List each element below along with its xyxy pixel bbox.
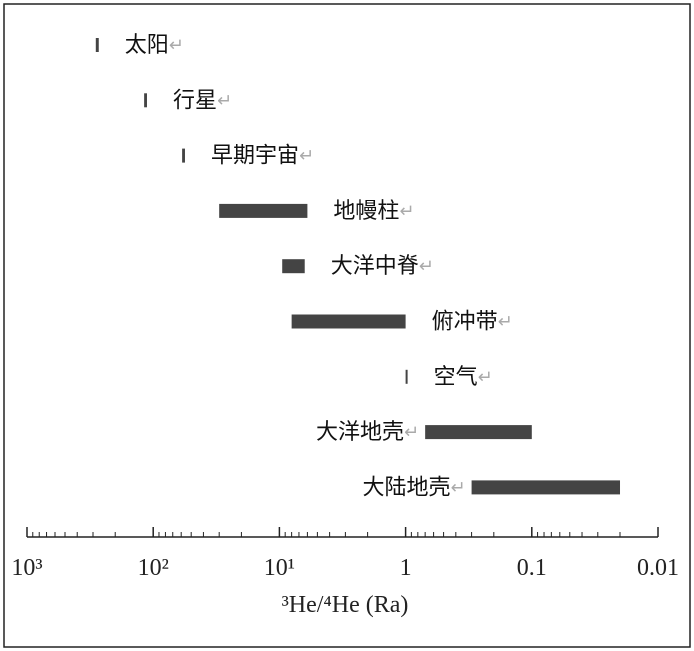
- x-tick-label: 10²: [138, 555, 169, 581]
- return-mark: ↵: [419, 256, 434, 277]
- category-name: 大洋地壳: [316, 420, 404, 445]
- frame: [3, 3, 691, 648]
- return-mark: ↵: [498, 312, 513, 333]
- category-name: 早期宇宙: [211, 144, 299, 169]
- x-tick-label: 0.1: [517, 555, 547, 581]
- category-label: 早期宇宙↵: [211, 144, 314, 169]
- category-label: 太阳↵: [125, 33, 184, 58]
- x-tick-label: 1: [400, 555, 412, 581]
- range-bar: [144, 93, 147, 108]
- range-bar: [405, 369, 408, 384]
- category-name: 大陆地壳: [362, 475, 450, 500]
- return-mark: ↵: [217, 90, 232, 111]
- range-bar: [282, 259, 305, 274]
- category-name: 大洋中脊: [331, 254, 419, 279]
- category-label: 空气↵: [434, 365, 493, 390]
- range-bar: [471, 480, 621, 495]
- x-tick-label: 0.01: [637, 555, 679, 581]
- return-mark: ↵: [299, 146, 314, 167]
- category-label: 俯冲带↵: [432, 310, 513, 335]
- category-name: 地幔柱: [333, 199, 399, 224]
- x-axis-label: ³He/⁴He (Ra): [282, 592, 409, 618]
- x-tick-label: 10¹: [264, 555, 295, 581]
- x-tick-label: 10³: [11, 555, 42, 581]
- category-name: 俯冲带: [432, 310, 498, 335]
- range-bar: [291, 314, 406, 329]
- category-label: 地幔柱↵: [333, 199, 414, 224]
- category-label: 大陆地壳↵: [362, 475, 465, 500]
- range-bar: [182, 148, 185, 163]
- category-name: 太阳: [125, 33, 169, 58]
- range-bar: [219, 203, 308, 218]
- category-name: 行星: [173, 88, 217, 113]
- category-label: 大洋中脊↵: [331, 254, 434, 279]
- category-label: 大洋地壳↵: [316, 420, 419, 445]
- range-bar: [95, 38, 99, 52]
- range-bar: [425, 425, 532, 440]
- return-mark: ↵: [450, 477, 465, 498]
- category-label: 行星↵: [173, 88, 232, 113]
- return-mark: ↵: [399, 201, 414, 222]
- return-mark: ↵: [404, 422, 419, 443]
- return-mark: ↵: [478, 367, 493, 388]
- return-mark: ↵: [169, 35, 184, 56]
- category-name: 空气: [434, 365, 478, 390]
